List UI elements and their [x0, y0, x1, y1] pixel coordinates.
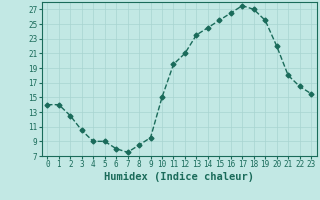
X-axis label: Humidex (Indice chaleur): Humidex (Indice chaleur): [104, 172, 254, 182]
